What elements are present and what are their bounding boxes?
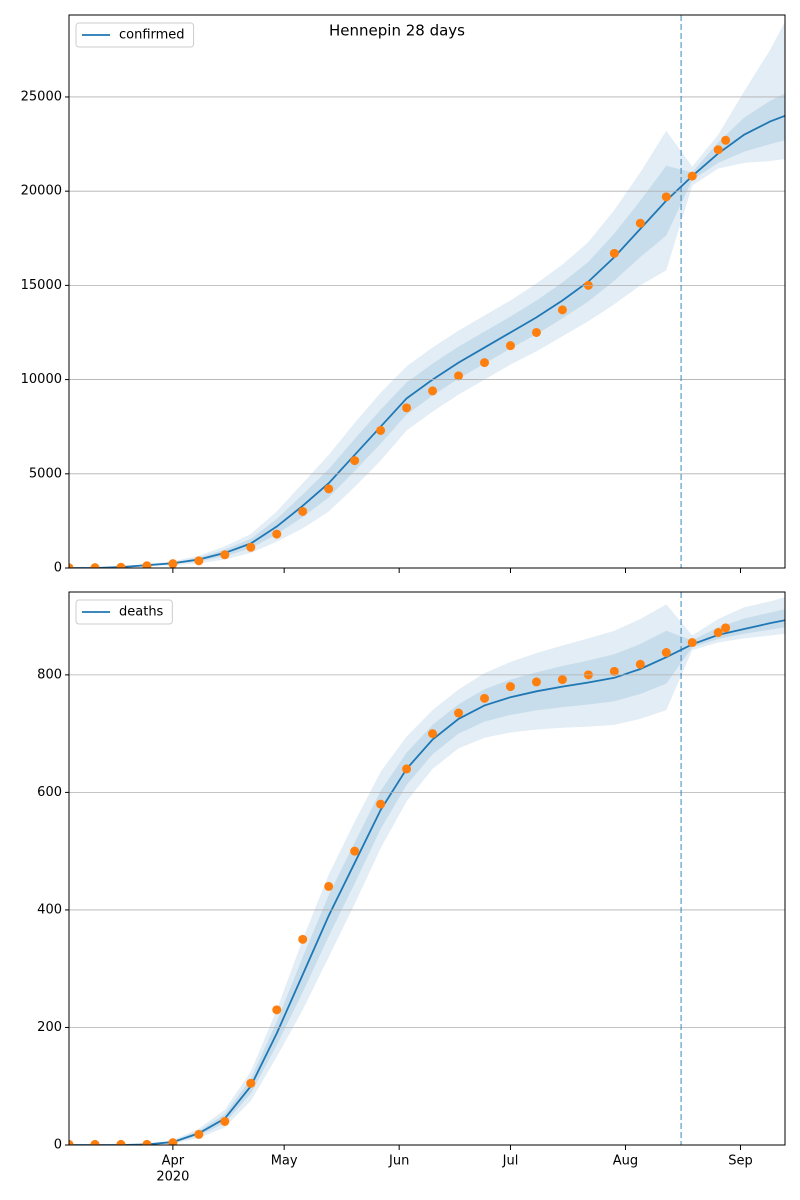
observed-point xyxy=(531,677,541,687)
y-tick-label: 5000 xyxy=(29,466,62,481)
observed-point xyxy=(168,559,178,568)
observed-point xyxy=(721,135,731,145)
observed-point xyxy=(90,1139,100,1145)
observed-point xyxy=(454,371,464,381)
observed-point xyxy=(69,1139,74,1145)
observed-point xyxy=(635,218,645,228)
chart-title: Hennepin 28 days xyxy=(329,22,465,40)
observed-point xyxy=(505,682,515,692)
observed-point xyxy=(272,1005,282,1015)
observed-point xyxy=(194,1129,204,1139)
observed-point xyxy=(376,799,386,809)
plot-area xyxy=(69,597,785,1145)
observed-point xyxy=(428,729,438,739)
axes-frame xyxy=(68,14,786,569)
legend-box xyxy=(75,22,195,48)
observed-point xyxy=(324,484,334,494)
observed-point xyxy=(531,327,541,337)
observed-point xyxy=(713,145,723,155)
plot-area xyxy=(69,21,785,568)
y-tick-label: 800 xyxy=(37,667,62,682)
y-tick-label: 25000 xyxy=(21,89,62,104)
observed-point xyxy=(220,550,230,560)
observed-point xyxy=(142,561,152,568)
observed-point xyxy=(402,403,412,413)
uncertainty-band xyxy=(69,21,785,568)
observed-point xyxy=(505,341,515,351)
axes-frame xyxy=(68,591,786,1146)
observed-point xyxy=(376,425,386,435)
y-tick-label: 0 xyxy=(54,561,62,576)
x-tick-label: Sep xyxy=(728,1154,753,1169)
x-tick-label: Jun xyxy=(388,1154,409,1169)
uncertainty-band xyxy=(69,609,785,1145)
observed-point xyxy=(116,562,126,568)
y-tick-label: 200 xyxy=(37,1020,62,1035)
observed-point xyxy=(480,358,490,368)
observed-point xyxy=(246,542,256,552)
legend-label: deaths xyxy=(119,605,164,620)
observed-point xyxy=(687,171,697,181)
observed-point xyxy=(90,563,100,568)
observed-point xyxy=(350,456,360,466)
observed-point xyxy=(454,708,464,718)
observed-point xyxy=(661,648,671,658)
observed-point xyxy=(168,1138,178,1145)
y-tick-label: 20000 xyxy=(21,184,62,199)
y-tick-label: 10000 xyxy=(21,372,62,387)
y-tick-label: 15000 xyxy=(21,278,62,293)
observed-point xyxy=(557,305,567,315)
observed-point xyxy=(246,1078,256,1088)
model-line xyxy=(69,619,785,1145)
observed-point xyxy=(298,934,308,944)
observed-point xyxy=(635,659,645,669)
y-tick-label: 0 xyxy=(54,1138,62,1153)
legend-box xyxy=(75,599,173,625)
observed-point xyxy=(298,506,308,516)
observed-point xyxy=(428,386,438,396)
observed-point xyxy=(721,623,731,633)
observed-point xyxy=(69,563,74,568)
observed-point xyxy=(609,248,619,258)
observed-point xyxy=(609,666,619,676)
x-tick-sublabel: 2020 xyxy=(156,1170,189,1185)
observed-point xyxy=(220,1116,230,1126)
x-tick-label: May xyxy=(271,1154,298,1169)
observed-point xyxy=(116,1139,126,1145)
observed-point xyxy=(194,556,204,566)
observed-point xyxy=(402,764,412,774)
observed-point xyxy=(687,638,697,648)
x-tick-label: Aug xyxy=(613,1154,638,1169)
observed-point xyxy=(557,675,567,685)
observed-point xyxy=(713,628,723,638)
observed-point xyxy=(480,693,490,703)
observed-point xyxy=(272,529,282,539)
observed-point xyxy=(324,881,334,891)
y-tick-label: 400 xyxy=(37,902,62,917)
observed-point xyxy=(661,192,671,202)
y-tick-label: 600 xyxy=(37,785,62,800)
legend-label: confirmed xyxy=(119,28,185,43)
uncertainty-band xyxy=(69,597,785,1145)
observed-point xyxy=(142,1139,152,1145)
x-tick-label: Jul xyxy=(502,1154,519,1169)
observed-point xyxy=(350,846,360,856)
x-tick-label: Apr xyxy=(162,1154,185,1169)
